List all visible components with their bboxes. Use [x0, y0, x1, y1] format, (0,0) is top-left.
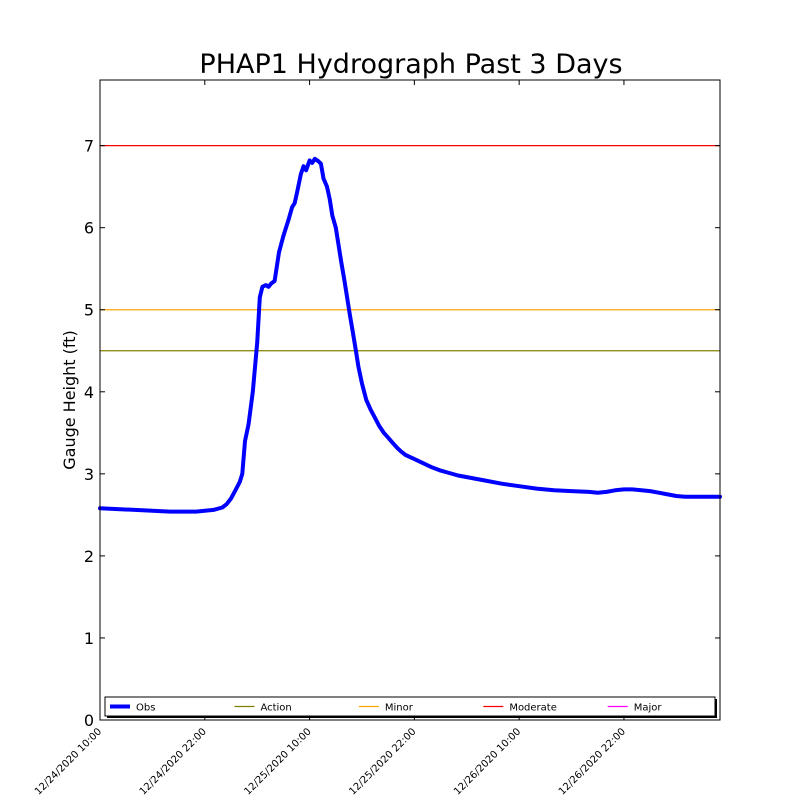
x-tick-label: 12/24/2020 10:00: [33, 726, 104, 797]
legend-label-moderate: Moderate: [509, 703, 557, 714]
legend-label-obs: Obs: [136, 703, 155, 714]
y-tick-label: 0: [84, 711, 94, 730]
x-tick-label: 12/26/2020 10:00: [452, 726, 523, 797]
plot-frame: [99, 79, 721, 721]
plot-area: [98, 144, 722, 514]
series-line-obs: [98, 156, 722, 514]
x-tick-label: 12/24/2020 22:00: [138, 726, 209, 797]
legend-box: [104, 696, 716, 717]
x-tick-label: 12/25/2020 22:00: [347, 726, 418, 797]
y-axis-label: Gauge Height (ft): [60, 330, 79, 470]
y-tick-label: 5: [84, 301, 94, 320]
chart-title: PHAP1 Hydrograph Past 3 Days: [199, 49, 622, 80]
x-tick-label: 12/26/2020 22:00: [557, 726, 628, 797]
y-tick-label: 4: [84, 383, 94, 402]
y-tick-label: 1: [84, 629, 94, 648]
y-tick-label: 2: [84, 547, 94, 566]
y-tick-label: 3: [84, 465, 94, 484]
x-tick-label: 12/25/2020 10:00: [243, 726, 314, 797]
legend: Obs Action Minor Moderate Major: [104, 696, 717, 718]
y-tick-label: 7: [84, 137, 94, 156]
y-tick-label: 6: [84, 219, 94, 238]
legend-label-minor: Minor: [385, 703, 414, 714]
axes: 0 1 2 3 4 5 6 7 12/24/2020 10:00 12/24/2020 22:00…: [33, 79, 721, 798]
legend-label-action: Action: [260, 703, 291, 714]
legend-label-major: Major: [634, 703, 663, 714]
